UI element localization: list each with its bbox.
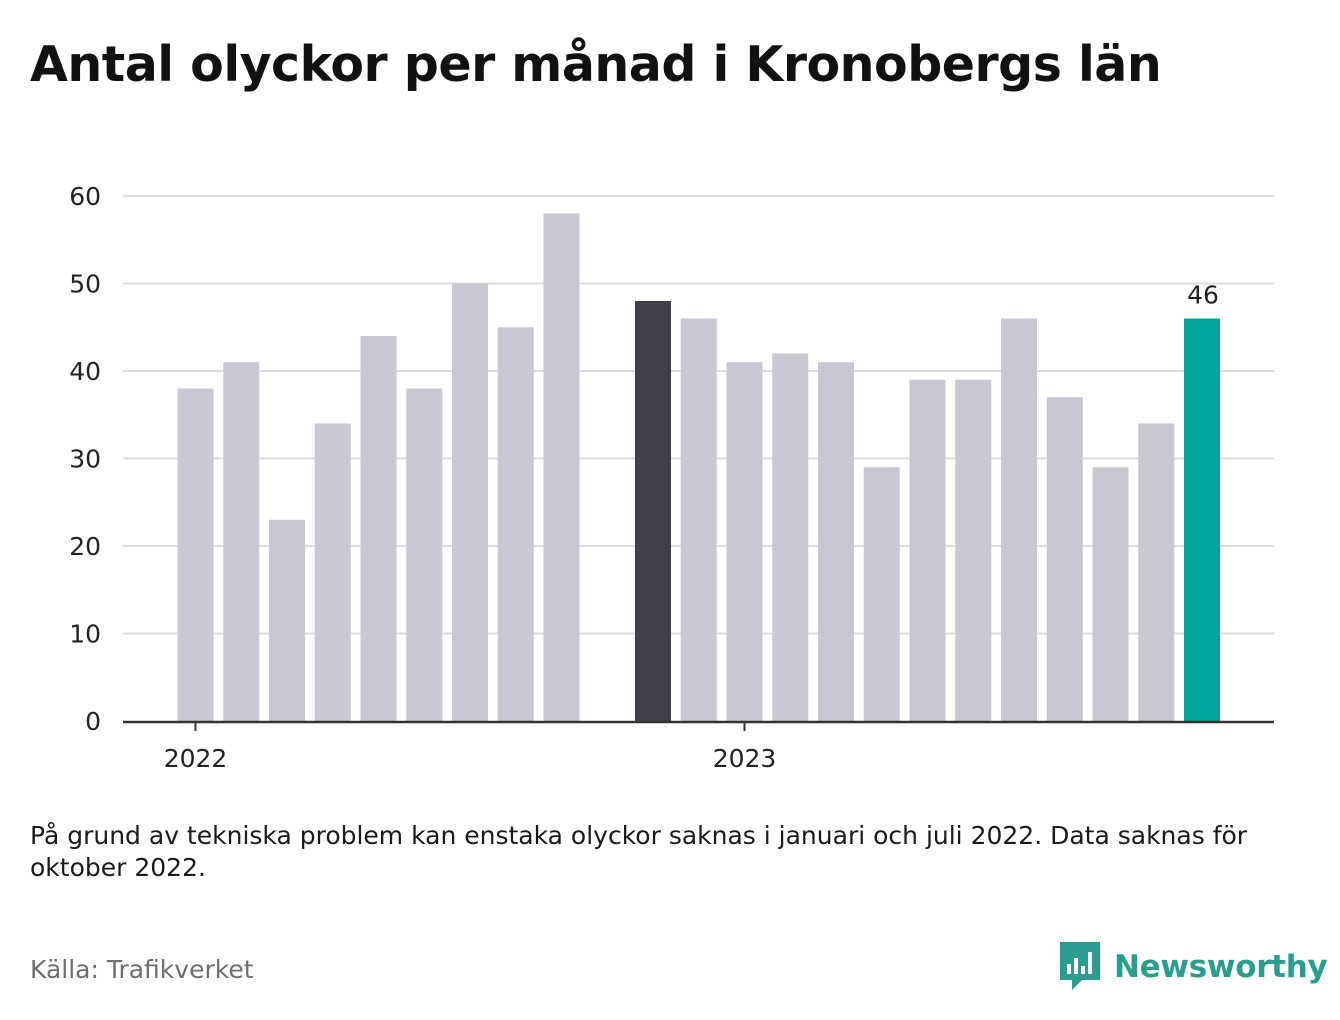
- bar-2023-05: [909, 379, 946, 721]
- chart-title: Antal olyckor per månad i Kronobergs län: [30, 36, 1162, 93]
- bar-2022-02: [223, 362, 260, 721]
- bar-2022-11: [635, 301, 671, 721]
- bar-2022-09: [543, 213, 580, 721]
- y-tick-label-30: 30: [69, 445, 101, 474]
- y-tick-label-40: 40: [69, 357, 101, 386]
- newsworthy-logo-icon: [1060, 942, 1100, 990]
- data-label-2023-11: 46: [1187, 281, 1219, 310]
- newsworthy-brand[interactable]: Newsworthy: [1060, 940, 1328, 994]
- y-axis-tick-labels: 0 10 20 30 40 50 60: [69, 182, 101, 736]
- bar-2022-12: [680, 318, 717, 721]
- bar-2022-05: [360, 336, 397, 721]
- bar-2023-09: [1092, 467, 1129, 721]
- source-credit: Källa: Trafikverket: [30, 955, 254, 984]
- brand-name: Newsworthy: [1114, 949, 1328, 985]
- bar-2023-07: [1001, 318, 1037, 721]
- y-tick-label-50: 50: [69, 270, 101, 299]
- bars: [177, 213, 1220, 721]
- bar-2023-02: [772, 353, 809, 721]
- bar-2023-06: [955, 379, 992, 721]
- data-labels: 46: [1187, 281, 1219, 310]
- bar-2023-03: [818, 362, 854, 721]
- bar-chart: 0 10 20 30 40 50 60 2022 2023 46: [69, 182, 1274, 773]
- footnote: På grund av tekniska problem kan enstaka…: [30, 821, 1248, 882]
- y-tick-label-60: 60: [69, 182, 101, 211]
- bar-2023-04: [863, 467, 900, 721]
- y-tick-label-10: 10: [69, 620, 101, 649]
- bar-2022-08: [497, 327, 534, 721]
- bar-2023-10: [1138, 423, 1175, 721]
- x-axis-tick-labels: 2022 2023: [164, 744, 777, 773]
- bar-2023-08: [1046, 397, 1083, 721]
- y-tick-label-20: 20: [69, 532, 101, 561]
- bar-2023-01: [726, 362, 763, 721]
- bar-2022-07: [452, 283, 488, 721]
- x-axis: [123, 720, 1274, 731]
- bar-2023-11: [1184, 318, 1220, 721]
- y-tick-label-0: 0: [85, 707, 101, 736]
- bar-2022-04: [314, 423, 351, 721]
- bar-2022-06: [406, 388, 443, 721]
- x-tick-label-2023: 2023: [713, 744, 777, 773]
- x-tick-label-2022: 2022: [164, 744, 228, 773]
- bar-2022-03: [269, 519, 305, 721]
- bar-2022-01: [177, 388, 214, 721]
